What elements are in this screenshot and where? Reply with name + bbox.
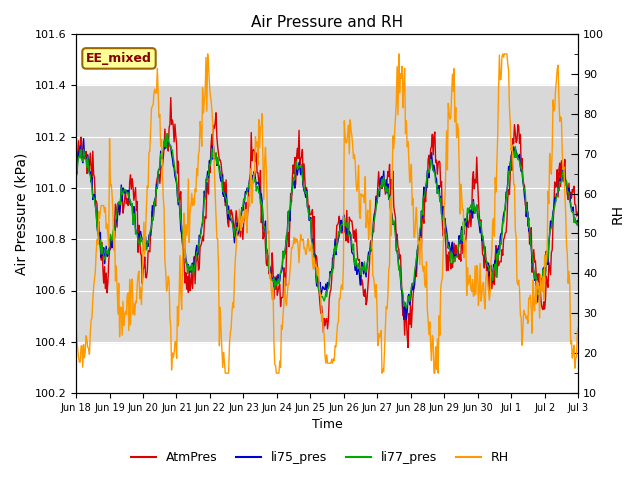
Text: EE_mixed: EE_mixed [86,52,152,65]
Y-axis label: RH: RH [611,204,625,224]
Bar [76,85,578,342]
X-axis label: Time: Time [312,419,342,432]
Y-axis label: Air Pressure (kPa): Air Pressure (kPa) [15,152,29,275]
Title: Air Pressure and RH: Air Pressure and RH [251,15,403,30]
Legend: AtmPres, li75_pres, li77_pres, RH: AtmPres, li75_pres, li77_pres, RH [125,446,515,469]
